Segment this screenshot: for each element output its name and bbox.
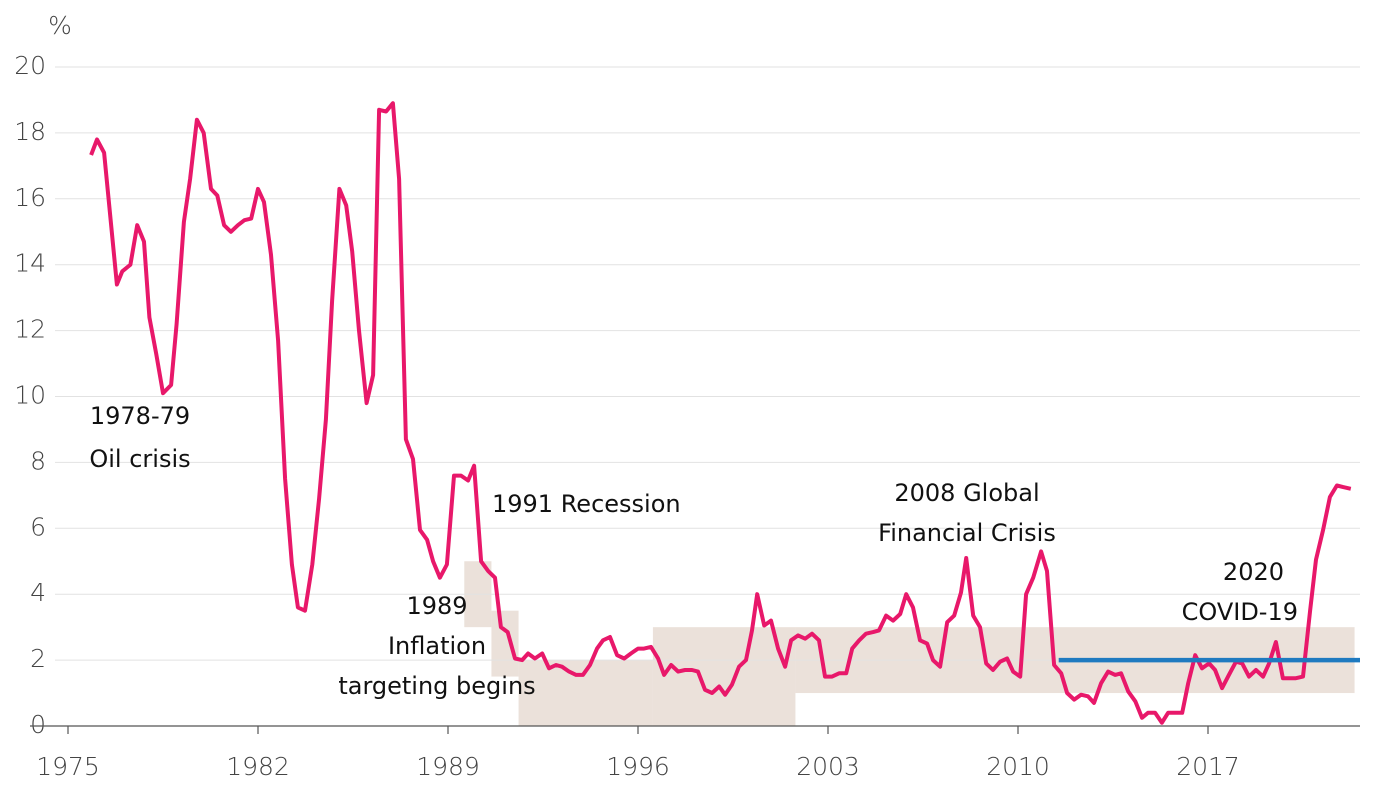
series-line <box>89 101 1352 725</box>
target-band <box>491 610 519 677</box>
y-tick-label: 8 <box>30 446 46 475</box>
y-tick-label: 14 <box>14 249 46 278</box>
annotation: COVID-19 <box>1182 598 1298 626</box>
y-tick-label: 2 <box>30 644 46 673</box>
annotation: 1989 <box>406 592 467 620</box>
y-tick-label: 0 <box>30 710 46 739</box>
annotation: Financial Crisis <box>878 519 1056 547</box>
y-tick-label: 10 <box>14 381 46 410</box>
x-tick-label: 1975 <box>36 752 100 781</box>
x-tick-label: 1989 <box>416 752 480 781</box>
y-tick-label: 4 <box>30 578 46 607</box>
annotation: Inflation <box>388 632 486 660</box>
x-tick-label: 2017 <box>1176 752 1240 781</box>
annotation: 2008 Global <box>894 479 1039 507</box>
y-tick-label: 6 <box>30 512 46 541</box>
y-tick-label: 12 <box>14 315 46 344</box>
annotation: 2020 <box>1223 558 1284 586</box>
annotation: targeting begins <box>338 672 535 700</box>
annotation: Oil crisis <box>89 445 190 473</box>
annotation: 1991 Recession <box>492 490 681 518</box>
x-tick-label: 1996 <box>606 752 670 781</box>
y-tick-label: 20 <box>14 51 46 80</box>
x-tick-label: 1982 <box>226 752 290 781</box>
x-tick-label: 2003 <box>796 752 860 781</box>
annotation: 1978-79 <box>90 402 190 430</box>
y-axis-label: % <box>48 11 72 40</box>
target-band <box>652 627 796 726</box>
y-tick-label: 16 <box>14 183 46 212</box>
x-tick-label: 2010 <box>986 752 1050 781</box>
y-tick-label: 18 <box>14 117 46 146</box>
